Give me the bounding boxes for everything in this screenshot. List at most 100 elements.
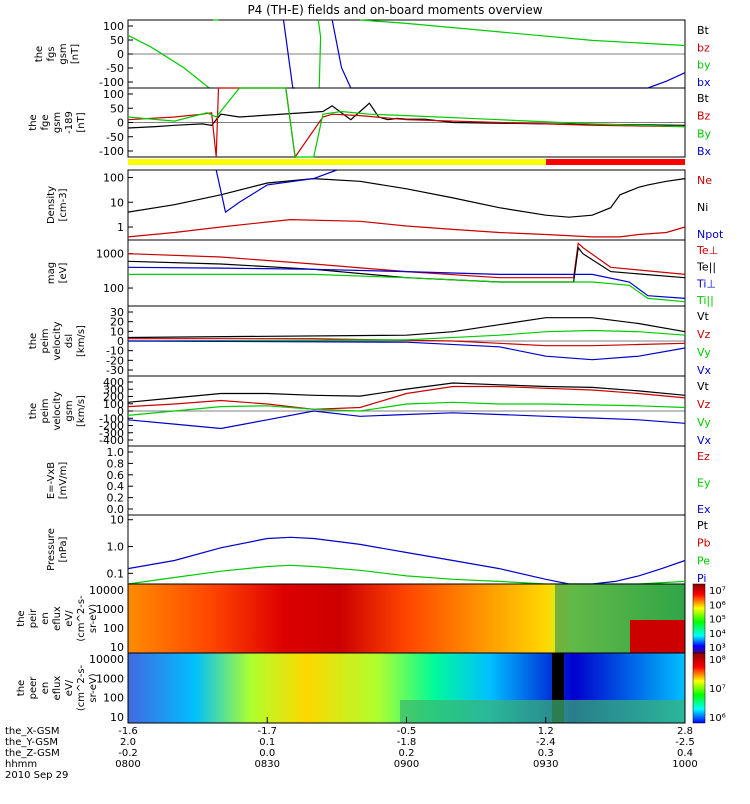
- legend-temperature: Te⊥: [696, 244, 718, 257]
- series-peim_gsm-Vx: [127, 410, 686, 430]
- ylabel-peer_eflux: eV/: [64, 679, 75, 696]
- xaxis-row-label: 2010 Sep 29: [5, 770, 68, 781]
- spectrogram-peer-lowband: [400, 700, 685, 723]
- ytick-label-temperature: 1000: [96, 248, 124, 261]
- colorbar-tick-peir_eflux: 10⁴: [709, 629, 726, 640]
- xaxis-tick-value: 0800: [115, 759, 140, 770]
- panel-frame-efield: [127, 445, 686, 516]
- spectrogram-peir: [127, 583, 706, 654]
- series-peim_gsm-Vt: [127, 382, 686, 403]
- ylabel-peim_dsl: dsl: [64, 334, 75, 348]
- ytick-label-peim_gsm: 300: [103, 383, 124, 396]
- ytick-label-density: 10: [110, 196, 124, 209]
- ytick-label-peim_dsl: 30: [110, 306, 124, 319]
- series-temperature-Te⊥: [127, 242, 686, 279]
- ytick-label-peer_eflux: 100: [103, 692, 124, 705]
- ylabel-peir_eflux: en: [40, 612, 51, 625]
- ytick-label-peim_gsm: 0: [117, 405, 124, 418]
- panel-efield: 1.00.80.60.40.20.0 E=-VxB [mV/m] Ez Ey Ex: [46, 445, 711, 516]
- spectrogram-peer: [127, 652, 706, 724]
- ytick-label-pressure: 0.1: [107, 567, 125, 580]
- xaxis-tick-value: -1.7: [257, 726, 277, 737]
- colorbar-tick-peir_eflux: 10³: [709, 643, 726, 654]
- ytick-label-peim_gsm: -300: [99, 427, 124, 440]
- ylabel-peim_dsl: velocity: [52, 321, 63, 360]
- colorbar-peir: [692, 583, 706, 654]
- panel-pressure: 10 1.0 0.1 Pressure [nPa] Pt Pb Pe Pi: [46, 514, 711, 585]
- ylabel-peer_eflux: (cm^2-s-: [76, 664, 87, 711]
- xaxis-tick-value: 1000: [672, 759, 697, 770]
- ytick-label-peim_gsm: -100: [99, 412, 124, 425]
- panel-frame-pressure: [127, 514, 686, 585]
- colorbar-tick-peer_eflux: 10⁷: [709, 684, 726, 695]
- ytick-label-peim_dsl: -30: [106, 364, 124, 377]
- xaxis-row-label: the_X-GSM: [5, 726, 59, 737]
- ytick-label-fgs_gsm: -50: [106, 62, 124, 75]
- xaxis-tick-value: 0830: [255, 759, 280, 770]
- ytick-label-efield: 1.0: [107, 446, 125, 459]
- ytick-label-peim_dsl: -20: [106, 354, 124, 367]
- series-peim_dsl-Vz: [128, 338, 686, 347]
- ylabel-peir_eflux: the: [16, 610, 27, 626]
- legend-density: Ne: [697, 174, 712, 187]
- ylabel-peim_dsl: peim: [40, 328, 51, 353]
- ytick-label-efield: 0.4: [107, 480, 125, 493]
- ylabel-peim_dsl: the: [28, 333, 39, 349]
- ytick-label-pressure: 10: [110, 514, 124, 527]
- legend-temperature: Te||: [696, 261, 716, 274]
- ylabel-pressure: Pressure: [46, 528, 57, 571]
- ylabel-peim_gsm: peim: [40, 398, 51, 423]
- legend-peim_dsl: Vy: [697, 346, 711, 359]
- ytick-label-fge_gsm: -100: [99, 145, 124, 158]
- ytick-label-peim_dsl: -10: [106, 345, 124, 358]
- ylabel-peir_eflux: eflux: [52, 606, 63, 631]
- ytick-label-peim_dsl: 10: [110, 325, 124, 338]
- series-peim_dsl-Vy: [127, 329, 686, 342]
- series-density-Ni: [127, 177, 686, 218]
- ytick-label-peim_gsm: -200: [99, 420, 124, 433]
- figure-title: P4 (TH-E) fields and on-board moments ov…: [247, 3, 542, 17]
- xaxis-tick-value: -1.8: [397, 737, 417, 748]
- panel-frame-density: [127, 169, 686, 241]
- ylabel-fge_gsm: the: [28, 114, 39, 130]
- legend-density: Npot: [697, 228, 724, 241]
- legend-pressure: Pb: [697, 537, 711, 550]
- series-pressure-Pi: [127, 536, 686, 585]
- ytick-label-efield: 0.6: [107, 469, 125, 482]
- ytick-label-peer_eflux: 10000: [89, 653, 124, 666]
- ylabel-density: [cm-3]: [58, 188, 69, 221]
- ytick-label-fge_gsm: 50: [110, 102, 124, 115]
- series-peim_gsm-Vz: [127, 385, 686, 410]
- legend-pressure: Pe: [697, 554, 710, 567]
- ylabel-peer_eflux: sr-eV): [88, 673, 99, 702]
- ylabel-temperature: [eV]: [58, 263, 69, 284]
- colorbar-tick-peer_eflux: 10⁸: [709, 655, 726, 666]
- legend-peim_gsm: Vz: [697, 398, 711, 411]
- colorbar-tick-peir_eflux: 10⁷: [709, 586, 726, 597]
- ylabel-peer_eflux: the: [16, 680, 27, 696]
- legend-efield: Ey: [697, 477, 711, 490]
- ytick-label-peir_eflux: 1000: [96, 603, 124, 616]
- ylabel-efield: E=-VxB: [46, 462, 57, 499]
- series-pressure-Pe: [127, 564, 686, 585]
- ylabel-fgs_gsm: [nT]: [70, 44, 81, 64]
- ytick-label-peim_gsm: 200: [103, 391, 124, 404]
- ylabel-fge_gsm: gsm: [52, 112, 63, 133]
- legend-fge_gsm: Bx: [697, 145, 712, 158]
- panel-frame-temperature: [127, 239, 686, 307]
- ytick-label-fgs_gsm: 50: [110, 34, 124, 47]
- ylabel-temperature: mag: [46, 262, 57, 284]
- ylabel-peim_gsm: [km/s]: [76, 395, 87, 427]
- ylabel-fgs_gsm: the: [34, 46, 45, 62]
- panel-peir_eflux: 10000 1000 100 10 the peir en eflux eV/(cm^2-s-s…: [16, 584, 726, 654]
- legend-pressure: Pt: [697, 519, 709, 532]
- ytick-label-peir_eflux: 10000: [89, 584, 124, 597]
- legend-peim_gsm: Vx: [697, 434, 712, 447]
- ytick-label-density: 1: [117, 221, 124, 234]
- ytick-label-fge_gsm: 100: [103, 88, 124, 101]
- ytick-label-fgs_gsm: 100: [103, 20, 124, 33]
